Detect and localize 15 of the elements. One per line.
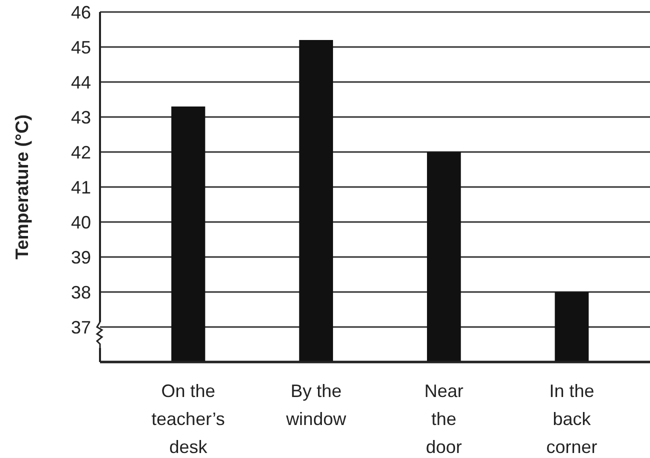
y-tick-label: 43	[70, 107, 91, 128]
y-axis-title: Temperature (°C)	[12, 114, 32, 260]
y-tick-label: 42	[70, 142, 91, 162]
x-tick-label: By the window	[285, 381, 348, 429]
y-tick-label: 39	[70, 247, 91, 268]
y-tick-label: 45	[70, 37, 91, 58]
x-tick-label: On the teacher’s desk	[152, 381, 225, 457]
y-tick-label: 38	[70, 282, 91, 302]
x-tick-label: Near the door	[424, 381, 464, 457]
y-tick-label: 41	[70, 177, 91, 198]
y-tick-label: 44	[70, 72, 91, 92]
y-tick-label: 40	[70, 212, 91, 232]
x-tick-label: In the back corner	[546, 381, 598, 457]
y-tick-label: 37	[70, 317, 91, 338]
y-tick-label: 46	[70, 2, 91, 22]
